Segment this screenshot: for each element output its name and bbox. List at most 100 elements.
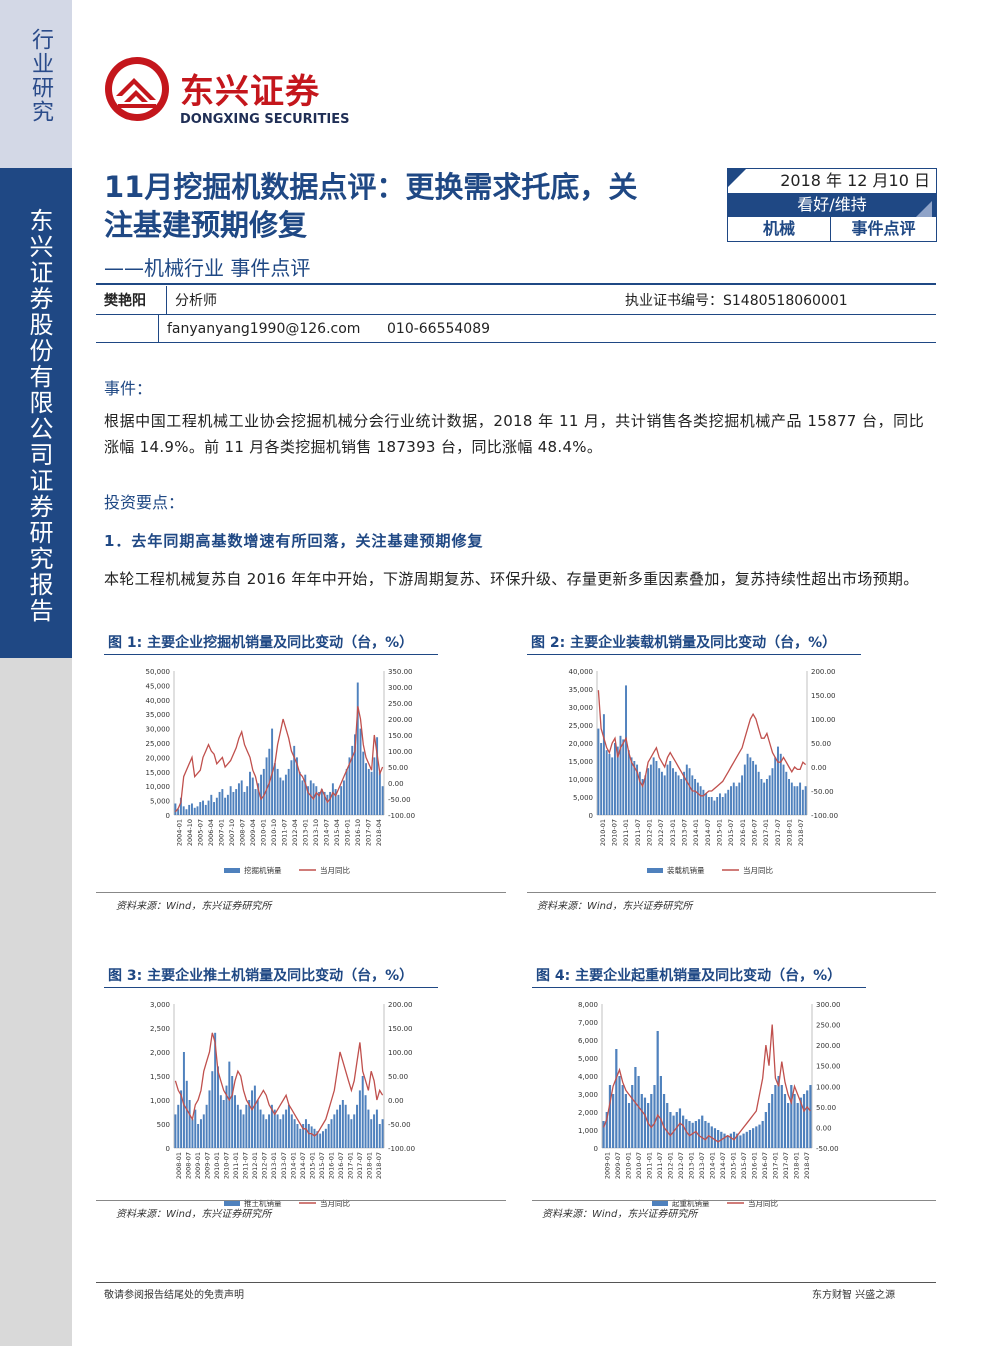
x-tick-label: 2012-01	[646, 819, 654, 846]
x-tick-label: 2011-07	[656, 1152, 664, 1179]
bar	[763, 782, 766, 815]
y-right-tick-label: 50.00	[388, 764, 408, 772]
bar	[378, 1124, 381, 1148]
company-logo-icon	[105, 57, 169, 121]
report-date-row: 2018 年 12 月10 日	[728, 169, 936, 193]
bar	[736, 1133, 739, 1148]
bar	[362, 751, 365, 815]
legend-bar-label: 推土机销量	[244, 1198, 282, 1208]
y-right-tick-label: 200.00	[816, 1042, 841, 1050]
bar	[701, 1115, 704, 1148]
y-left-tick-label: 7,000	[578, 1019, 598, 1027]
bar	[631, 1085, 634, 1148]
y-right-tick-label: -50.00	[816, 1145, 839, 1153]
y-right-tick-label: 300.00	[388, 684, 413, 692]
bar	[666, 764, 669, 815]
x-tick-label: 2013-01	[301, 819, 309, 846]
bar	[205, 1104, 208, 1148]
bar	[336, 1109, 339, 1148]
invest-point-1: 1．去年同期高基数增速有所回落，关注基建预期修复	[104, 532, 484, 550]
bar	[716, 797, 719, 815]
bar	[707, 797, 710, 815]
x-tick-label: 2011-01	[622, 819, 630, 846]
x-tick-label: 2013-07	[280, 1152, 288, 1179]
bar	[284, 774, 287, 815]
bar	[257, 783, 260, 815]
bar	[688, 768, 691, 815]
y-left-tick-label: 8,000	[578, 1001, 598, 1009]
x-tick-label: 2010-07	[611, 819, 619, 846]
bar	[704, 1121, 707, 1148]
bar	[307, 1124, 310, 1148]
bar	[755, 1126, 758, 1148]
y-left-tick-label: 35,000	[569, 686, 594, 694]
x-tick-label: 2015-01	[716, 819, 724, 846]
y-left-tick-label: 20,000	[569, 740, 594, 748]
bar	[777, 1076, 780, 1148]
y-right-tick-label: -100.00	[811, 812, 838, 820]
bar	[768, 775, 771, 815]
bar	[767, 1103, 771, 1148]
bar	[265, 757, 268, 815]
figure-3-source: 资料来源：Wind，东兴证券研究所	[116, 1209, 272, 1220]
x-tick-label: 2008-01	[175, 1152, 183, 1179]
x-tick-label: 2018-04	[375, 819, 383, 846]
x-tick-label: 2015-01	[308, 1152, 316, 1179]
bar	[202, 800, 204, 815]
bar	[718, 793, 721, 815]
y-left-tick-label: 25,000	[146, 740, 171, 748]
bar	[723, 1133, 726, 1148]
bar	[644, 775, 647, 815]
bar	[199, 802, 202, 815]
x-tick-label: 2010-07	[635, 1152, 643, 1179]
bar	[677, 775, 680, 815]
bar	[605, 750, 608, 815]
bar	[640, 1094, 643, 1148]
legend-bar-swatch	[652, 1201, 668, 1206]
brand-name-en: DONGXING SECURITIES	[180, 112, 350, 127]
bar	[321, 1131, 324, 1148]
bar	[218, 791, 221, 815]
bar	[324, 1128, 327, 1148]
bar	[732, 782, 735, 815]
analyst-row-2: fanyanyang1990@126.com 010-66554089	[96, 315, 936, 343]
bar	[341, 1100, 344, 1148]
y-left-tick-label: 25,000	[569, 722, 594, 730]
y-left-tick-label: 3,000	[150, 1001, 170, 1009]
legend-line-label: 当月同比	[320, 1198, 350, 1208]
x-tick-label: 2014-01	[692, 819, 700, 846]
invest-heading: 投资要点：	[104, 493, 185, 512]
x-tick-label: 2017-07	[356, 1152, 364, 1179]
bar	[273, 763, 276, 815]
bar	[337, 794, 340, 815]
x-tick-label: 2017-07	[782, 1152, 790, 1179]
bar	[761, 1121, 764, 1148]
bar	[765, 779, 768, 815]
bar	[361, 1076, 364, 1148]
rating-row: 看好/维持	[728, 193, 936, 217]
y-left-tick-label: 10,000	[569, 776, 594, 784]
y-left-tick-label: 50,000	[146, 668, 171, 676]
bar	[621, 1085, 624, 1148]
bar	[251, 777, 254, 815]
bar	[643, 1097, 647, 1148]
analyst-email[interactable]: fanyanyang1990@126.com	[158, 315, 387, 343]
bar	[354, 734, 356, 815]
figure-3-title: 图 3: 主要企业推土机销量及同比变动（台，%）	[104, 965, 438, 988]
bar	[316, 1131, 319, 1148]
legend-line-label: 当月同比	[320, 865, 350, 875]
y-right-tick-label: 200.00	[811, 668, 836, 676]
y-left-tick-label: 40,000	[569, 668, 594, 676]
x-tick-label: 2014-01	[708, 1152, 716, 1179]
bar	[627, 1103, 631, 1148]
x-tick-label: 2013-01	[270, 1152, 278, 1179]
figure-3: 图 3: 主要企业推土机销量及同比变动（台，%） 3,000 2,500 2,000…	[104, 965, 438, 1222]
bar	[619, 735, 622, 815]
bar	[333, 1114, 336, 1148]
y-left-tick-label: 6,000	[578, 1037, 598, 1045]
bar	[663, 775, 666, 815]
bar	[279, 1119, 282, 1148]
bar	[367, 768, 370, 815]
bar	[320, 789, 323, 815]
y-left-tick-label: 3,000	[578, 1091, 598, 1099]
